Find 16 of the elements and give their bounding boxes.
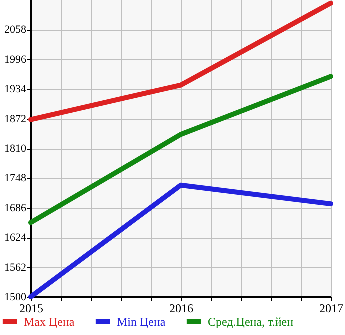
y-tick-label: 1624 [4,232,27,244]
y-tick-label: 1562 [4,262,26,274]
y-tick-label: 2058 [4,24,27,36]
legend-label: Max Цена [24,315,76,329]
y-tick-label: 1810 [4,143,27,155]
y-tick-label: 1500 [4,292,27,304]
x-tick-label: 2016 [170,302,194,316]
y-tick-label: 1748 [4,172,27,185]
y-tick-label: 1872 [4,113,26,126]
x-tick-label: 2017 [320,302,344,316]
y-tick-label: 1996 [4,54,27,66]
y-tick-label: 1686 [4,202,27,214]
legend-label: Сред.Цена, т.йен [208,315,294,329]
x-tick-label: 2015 [20,302,44,316]
y-tick-label: 1934 [4,84,27,96]
legend-label: Min Цена [117,315,166,329]
